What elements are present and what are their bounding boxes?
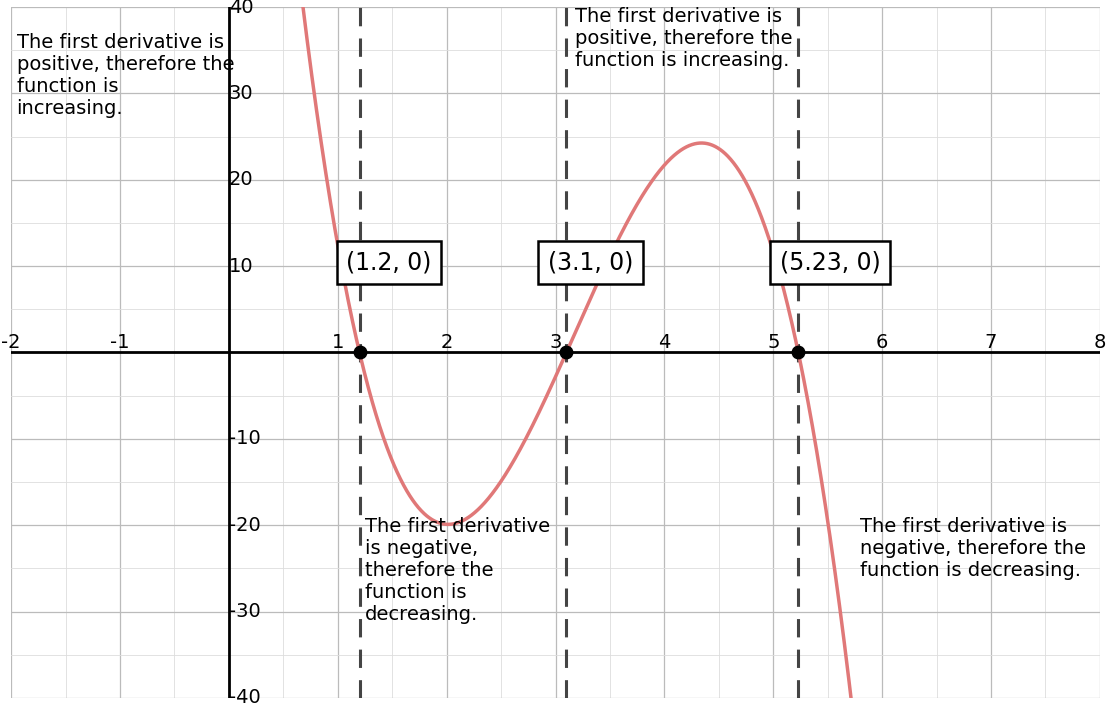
Text: -20: -20	[229, 516, 261, 534]
Text: 40: 40	[229, 0, 253, 16]
Text: -30: -30	[229, 602, 261, 621]
Text: 5: 5	[767, 333, 780, 352]
Text: 6: 6	[875, 333, 889, 352]
Text: 1: 1	[331, 333, 344, 352]
Text: 30: 30	[229, 84, 253, 103]
Text: 3: 3	[549, 333, 562, 352]
Text: The first derivative is
negative, therefore the
function is decreasing.: The first derivative is negative, theref…	[860, 517, 1087, 580]
Text: -40: -40	[229, 689, 261, 705]
Text: The first derivative is
positive, therefore the
function is increasing.: The first derivative is positive, theref…	[575, 7, 792, 70]
Text: 10: 10	[229, 257, 253, 276]
Text: (5.23, 0): (5.23, 0)	[780, 251, 881, 275]
Text: (1.2, 0): (1.2, 0)	[347, 251, 432, 275]
Text: (3.1, 0): (3.1, 0)	[548, 251, 633, 275]
Text: 2: 2	[440, 333, 453, 352]
Text: 4: 4	[658, 333, 671, 352]
Text: 7: 7	[984, 333, 998, 352]
Text: -10: -10	[229, 429, 261, 448]
Text: 8: 8	[1093, 333, 1107, 352]
Text: The first derivative
is negative,
therefore the
function is
decreasing.: The first derivative is negative, theref…	[366, 517, 550, 624]
Text: 20: 20	[229, 171, 253, 189]
Text: -1: -1	[110, 333, 130, 352]
Text: The first derivative is
positive, therefore the
function is
increasing.: The first derivative is positive, theref…	[17, 33, 234, 118]
Text: -2: -2	[1, 333, 21, 352]
